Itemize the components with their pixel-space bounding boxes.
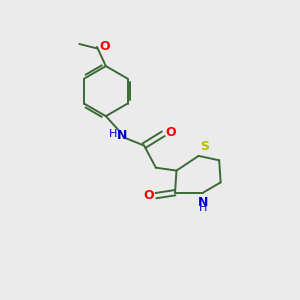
Text: H: H bbox=[108, 129, 117, 139]
Text: O: O bbox=[165, 126, 176, 139]
Text: S: S bbox=[200, 140, 209, 153]
Text: O: O bbox=[143, 189, 154, 202]
Text: N: N bbox=[198, 196, 208, 209]
Text: H: H bbox=[199, 203, 207, 213]
Text: O: O bbox=[99, 40, 110, 53]
Text: N: N bbox=[117, 129, 127, 142]
